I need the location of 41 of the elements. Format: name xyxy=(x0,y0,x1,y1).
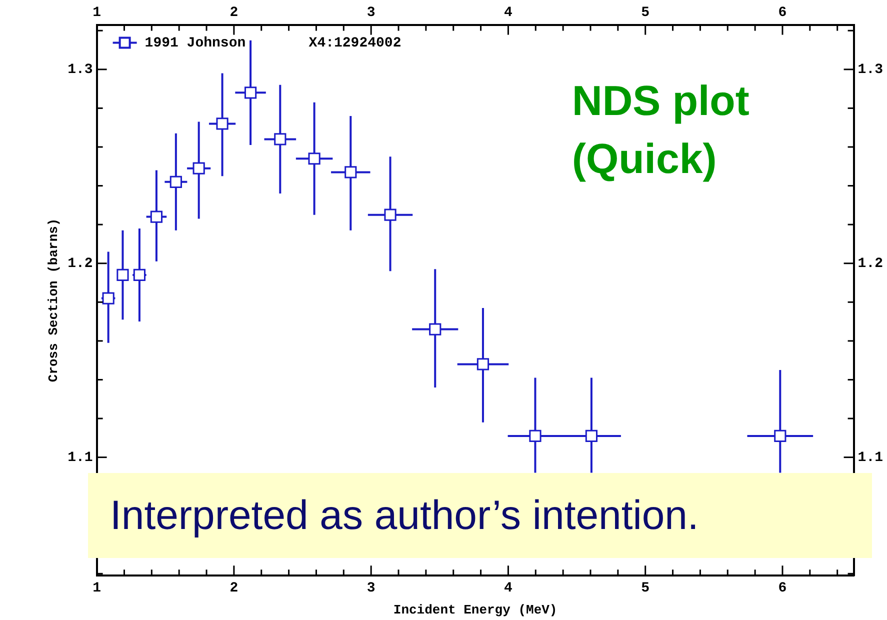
point xyxy=(384,208,396,221)
x2-tick-label: 4 xyxy=(504,580,512,597)
point xyxy=(585,430,598,442)
point xyxy=(116,268,129,282)
point xyxy=(244,86,257,99)
x-tick-label: 3 xyxy=(366,4,376,21)
y2-tick-label: 1.3 xyxy=(858,62,884,78)
x-tick-label: 1 xyxy=(92,4,102,21)
point xyxy=(150,210,163,223)
point xyxy=(529,430,542,442)
annotation: NDS plot (Quick) xyxy=(572,76,750,184)
y2-tick-label: 1.2 xyxy=(858,256,884,272)
point xyxy=(133,268,146,282)
annotation: X4:12924002 xyxy=(308,35,402,52)
x2-tick-label: 3 xyxy=(366,580,376,597)
point xyxy=(274,133,286,146)
y-tick-label: 1.1 xyxy=(68,450,93,466)
y-tick-label: 1.2 xyxy=(68,256,93,272)
x-tick-label: 2 xyxy=(230,4,238,21)
point xyxy=(308,152,320,165)
y-axis-title: Cross Section (barns) xyxy=(46,218,62,382)
point xyxy=(476,358,490,370)
point xyxy=(344,166,357,178)
x2-tick-label: 2 xyxy=(230,580,238,597)
y-tick-label: 1.3 xyxy=(68,62,93,78)
legend-label: 1991 Johnson xyxy=(144,35,246,52)
point xyxy=(774,430,786,442)
y2-tick-label: 1.1 xyxy=(858,450,884,466)
point xyxy=(429,323,442,336)
point xyxy=(216,118,228,130)
x-tick-label: 5 xyxy=(641,4,650,21)
x-tick-label: 4 xyxy=(504,4,512,21)
x-axis-title: Incident Energy (MeV) xyxy=(393,602,558,618)
x2-tick-label: 6 xyxy=(778,580,787,597)
point xyxy=(102,292,114,304)
point xyxy=(170,176,182,188)
x2-tick-label: 1 xyxy=(92,580,102,597)
x-tick-label: 6 xyxy=(778,4,787,21)
note-box: Interpreted as author’s intention. xyxy=(88,473,872,558)
x2-tick-label: 5 xyxy=(641,580,650,597)
point xyxy=(192,162,205,174)
